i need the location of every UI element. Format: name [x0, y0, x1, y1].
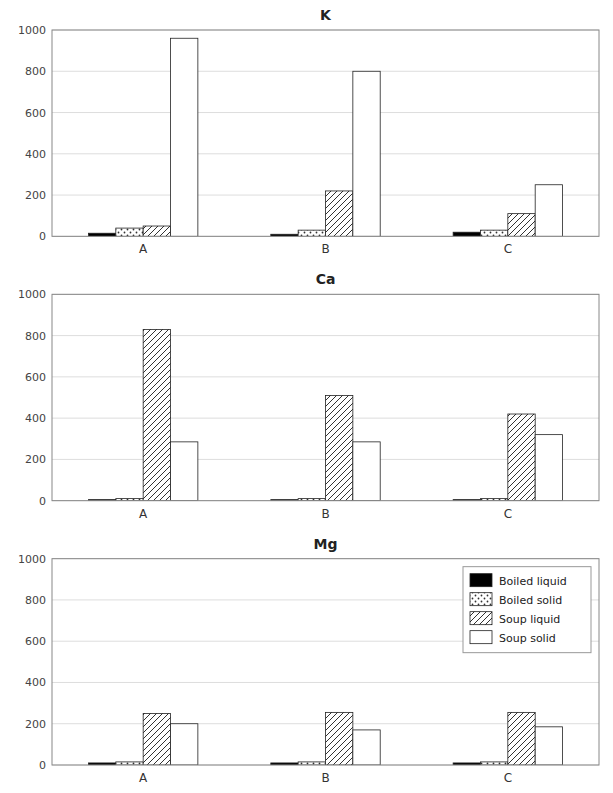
x-tick-label: B — [321, 242, 329, 256]
bar — [353, 730, 380, 765]
y-tick-label: 0 — [39, 759, 46, 772]
bar — [116, 228, 143, 236]
x-tick-label: A — [139, 771, 148, 785]
grid-line — [52, 376, 599, 377]
y-tick-label: 400 — [25, 676, 46, 689]
y-tick-label: 1000 — [18, 288, 46, 301]
y-tick-label: 1000 — [18, 553, 46, 566]
legend-label: Soup solid — [499, 632, 556, 645]
chart-panel: Ca 0 200 400 600 800 1000 A B C — [18, 271, 599, 520]
figure: K 0 200 400 600 800 1000 A B C Ca 0 200 400 600 800 1000… — [0, 0, 613, 793]
legend-label: Soup liquid — [499, 613, 560, 626]
bar — [508, 712, 535, 765]
bar — [326, 191, 353, 236]
y-tick-label: 200 — [25, 718, 46, 731]
y-tick-label: 600 — [25, 107, 46, 120]
chart-title: Mg — [314, 536, 338, 552]
bar — [171, 38, 198, 236]
legend-box — [463, 567, 591, 653]
bar — [535, 185, 562, 237]
y-tick-label: 600 — [25, 635, 46, 648]
bar — [143, 329, 170, 500]
y-tick-label: 800 — [25, 594, 46, 607]
y-tick-label: 0 — [39, 495, 46, 508]
bar — [535, 435, 562, 501]
plot-area — [52, 559, 599, 765]
x-tick-label: C — [504, 242, 512, 256]
legend-swatch — [470, 612, 492, 625]
y-tick-label: 400 — [25, 148, 46, 161]
plot-area — [52, 30, 599, 236]
x-tick-label: C — [504, 507, 512, 521]
bars — [88, 38, 562, 236]
bar — [535, 727, 562, 765]
bar — [508, 214, 535, 237]
grid-line — [52, 71, 599, 72]
x-tick-label: B — [321, 507, 329, 521]
bar — [326, 395, 353, 500]
legend-swatch — [470, 631, 492, 644]
grid-line — [52, 153, 599, 154]
y-tick-label: 400 — [25, 412, 46, 425]
bar — [143, 226, 170, 236]
y-tick-label: 600 — [25, 371, 46, 384]
chart-panel: Mg02004006008001000ABCBoiled liquidBoile… — [18, 536, 599, 785]
bar — [353, 442, 380, 501]
y-tick-label: 200 — [25, 189, 46, 202]
legend-swatch — [470, 593, 492, 606]
legend: Boiled liquid Boiled solid Soup liquid Soup… — [463, 567, 591, 653]
plot-frame — [52, 294, 599, 500]
y-tick-label: 200 — [25, 453, 46, 466]
grid-line — [52, 682, 599, 683]
legend-label: Boiled solid — [499, 594, 562, 607]
bar — [298, 230, 325, 236]
plot-frame — [52, 30, 599, 236]
chart-panel: K 0 200 400 600 800 1000 A B C — [18, 7, 599, 256]
bar — [453, 232, 480, 236]
x-tick-label: A — [139, 507, 148, 521]
bars — [88, 712, 562, 765]
bar — [143, 713, 170, 765]
bar — [480, 230, 507, 236]
chart-title: Ca — [316, 271, 336, 287]
bar — [171, 442, 198, 501]
plot-frame — [52, 559, 599, 765]
y-tick-label: 0 — [39, 230, 46, 243]
bar — [171, 724, 198, 765]
y-tick-label: 800 — [25, 65, 46, 78]
x-tick-label: A — [139, 242, 148, 256]
bars — [88, 329, 562, 500]
bar — [326, 712, 353, 765]
x-tick-label: C — [504, 771, 512, 785]
x-tick-label: B — [321, 771, 329, 785]
bar — [508, 414, 535, 501]
legend-label: Boiled liquid — [499, 575, 567, 588]
grid-line — [52, 335, 599, 336]
chart-title: K — [320, 7, 332, 23]
plot-area — [52, 294, 599, 500]
y-tick-label: 1000 — [18, 24, 46, 37]
legend-swatch — [470, 574, 492, 587]
bar — [353, 71, 380, 236]
y-tick-label: 800 — [25, 330, 46, 343]
grid-line — [52, 112, 599, 113]
